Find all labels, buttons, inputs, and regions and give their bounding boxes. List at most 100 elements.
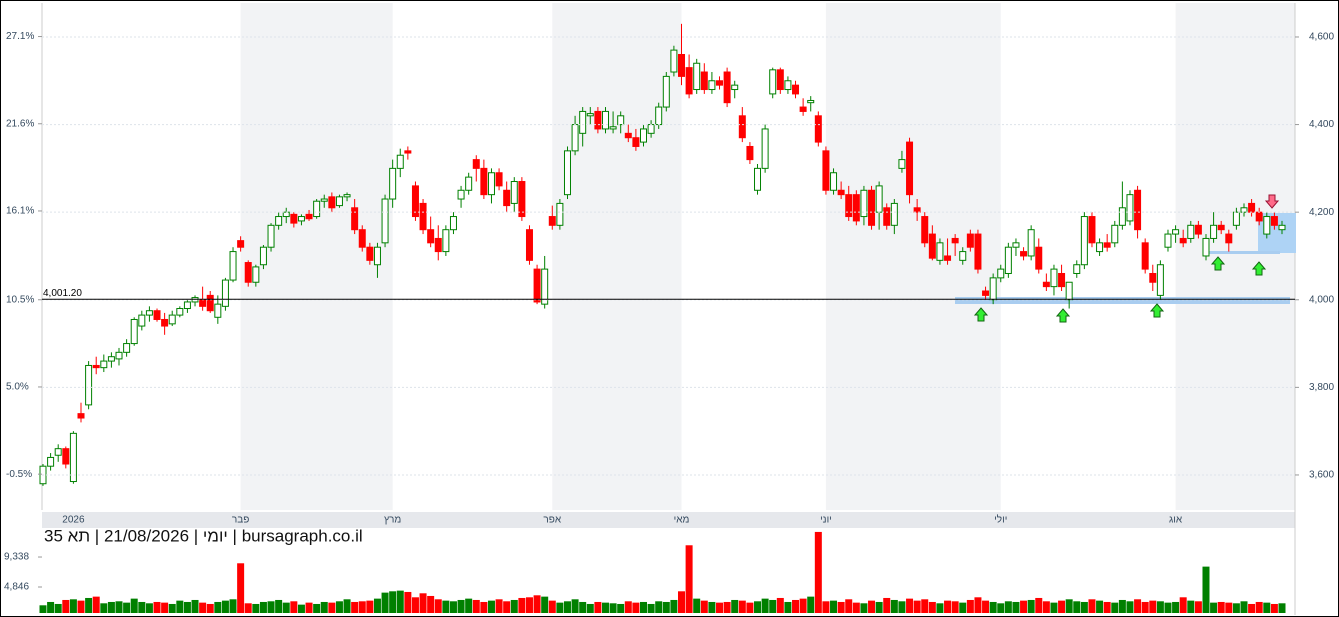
volume-bar — [761, 598, 769, 613]
volume-bar — [928, 601, 936, 613]
volume-bar — [1111, 602, 1119, 613]
volume-bar — [1004, 601, 1012, 613]
volume-bar — [974, 597, 982, 613]
candle-body — [381, 198, 389, 244]
candle-body — [1111, 224, 1119, 244]
volume-bar — [145, 603, 153, 613]
volume-bar — [700, 600, 708, 613]
candle-body — [1088, 216, 1096, 244]
volume-bar — [191, 599, 199, 613]
buy-arrow — [1055, 308, 1071, 323]
y-tick-label: 4,600 — [1309, 32, 1334, 43]
candle-body — [997, 268, 1005, 279]
volume-bar — [746, 602, 754, 613]
candle-body — [738, 115, 746, 139]
volume-bar — [579, 601, 587, 613]
candle-body — [472, 159, 480, 169]
candle-body — [761, 128, 769, 169]
candle-body — [754, 167, 762, 191]
candle-body — [100, 360, 108, 369]
volume-bar — [1210, 602, 1218, 613]
candle-body — [525, 229, 533, 261]
footer: יומי | 21/08/2026 | תא 35 | bursagraph.c… — [44, 526, 363, 545]
volume-bar — [510, 599, 518, 613]
candle-body — [1141, 242, 1149, 270]
candle-body — [723, 71, 731, 104]
volume-bar — [472, 599, 480, 613]
volume-bar — [442, 600, 450, 613]
candle-body — [769, 69, 777, 95]
candle-body — [662, 75, 670, 108]
candle-body — [267, 224, 275, 248]
volume-bar — [890, 599, 898, 613]
candle-body — [404, 150, 412, 154]
candle-body — [1065, 281, 1073, 301]
volume-bar — [465, 598, 473, 613]
candle-body — [259, 246, 267, 266]
candle-body — [678, 53, 686, 77]
volume-bar — [738, 600, 746, 613]
candle-body — [944, 255, 952, 261]
candle-body — [822, 150, 830, 191]
candle-body — [845, 194, 853, 218]
volume-bar — [936, 603, 944, 613]
volume-bar — [601, 602, 609, 613]
candle-body — [419, 202, 427, 231]
volume-bar — [396, 590, 404, 613]
reference-label: 4,001.20 — [43, 288, 82, 299]
candle-body — [495, 172, 503, 187]
volume-bar — [617, 603, 625, 613]
volume-bar — [1278, 603, 1286, 613]
volume-bar — [305, 602, 313, 613]
volume-bar — [723, 601, 731, 613]
y-tick-label: 4,000 — [1309, 294, 1334, 305]
candle-body — [1035, 246, 1043, 270]
volume-bar — [1012, 601, 1020, 613]
volume-bar — [100, 603, 108, 613]
volume-bar — [161, 602, 169, 613]
volume-bar — [1179, 597, 1187, 613]
volume-bar — [670, 599, 678, 613]
volume-bar — [1134, 599, 1142, 613]
candle-body — [1225, 233, 1233, 244]
candle-body — [1217, 224, 1225, 231]
candle-body — [85, 364, 93, 406]
buy-arrow — [973, 307, 989, 322]
candle-body — [1012, 242, 1020, 248]
volume-bar — [883, 597, 891, 613]
volume-bar — [997, 603, 1005, 613]
x-tick-label: 2026 — [62, 515, 85, 526]
volume-bar — [655, 601, 663, 613]
volume-bar — [776, 597, 784, 613]
candle-body — [1202, 237, 1210, 257]
month-band — [825, 3, 1001, 510]
volume-bar — [1103, 601, 1111, 613]
volume-bar — [837, 601, 845, 613]
candle-body — [1096, 242, 1104, 253]
volume-bar — [130, 598, 138, 613]
candle-body — [389, 167, 397, 200]
volume-bar — [678, 591, 686, 613]
volume-bar — [457, 599, 465, 613]
candle-body — [906, 141, 914, 196]
candle-body — [145, 310, 153, 316]
volume-bar — [411, 597, 419, 613]
x-tick-label: מאי — [674, 515, 690, 526]
candle-body — [168, 314, 176, 325]
volume-bar — [183, 601, 191, 613]
candle-body — [890, 202, 898, 226]
buy-arrow — [1210, 256, 1226, 271]
volume-bar — [1050, 602, 1058, 613]
candle-body — [1278, 224, 1286, 231]
candle-body — [358, 229, 366, 248]
volume-bar — [1080, 601, 1088, 613]
candle-body — [77, 413, 85, 419]
volume-bar — [754, 601, 762, 613]
candle-body — [632, 137, 640, 147]
candle-body — [518, 181, 526, 218]
candle-body — [898, 159, 906, 169]
candle-body — [1103, 242, 1111, 248]
volume-bar — [381, 592, 389, 613]
month-band — [1175, 3, 1295, 510]
volume-bar — [313, 603, 321, 613]
